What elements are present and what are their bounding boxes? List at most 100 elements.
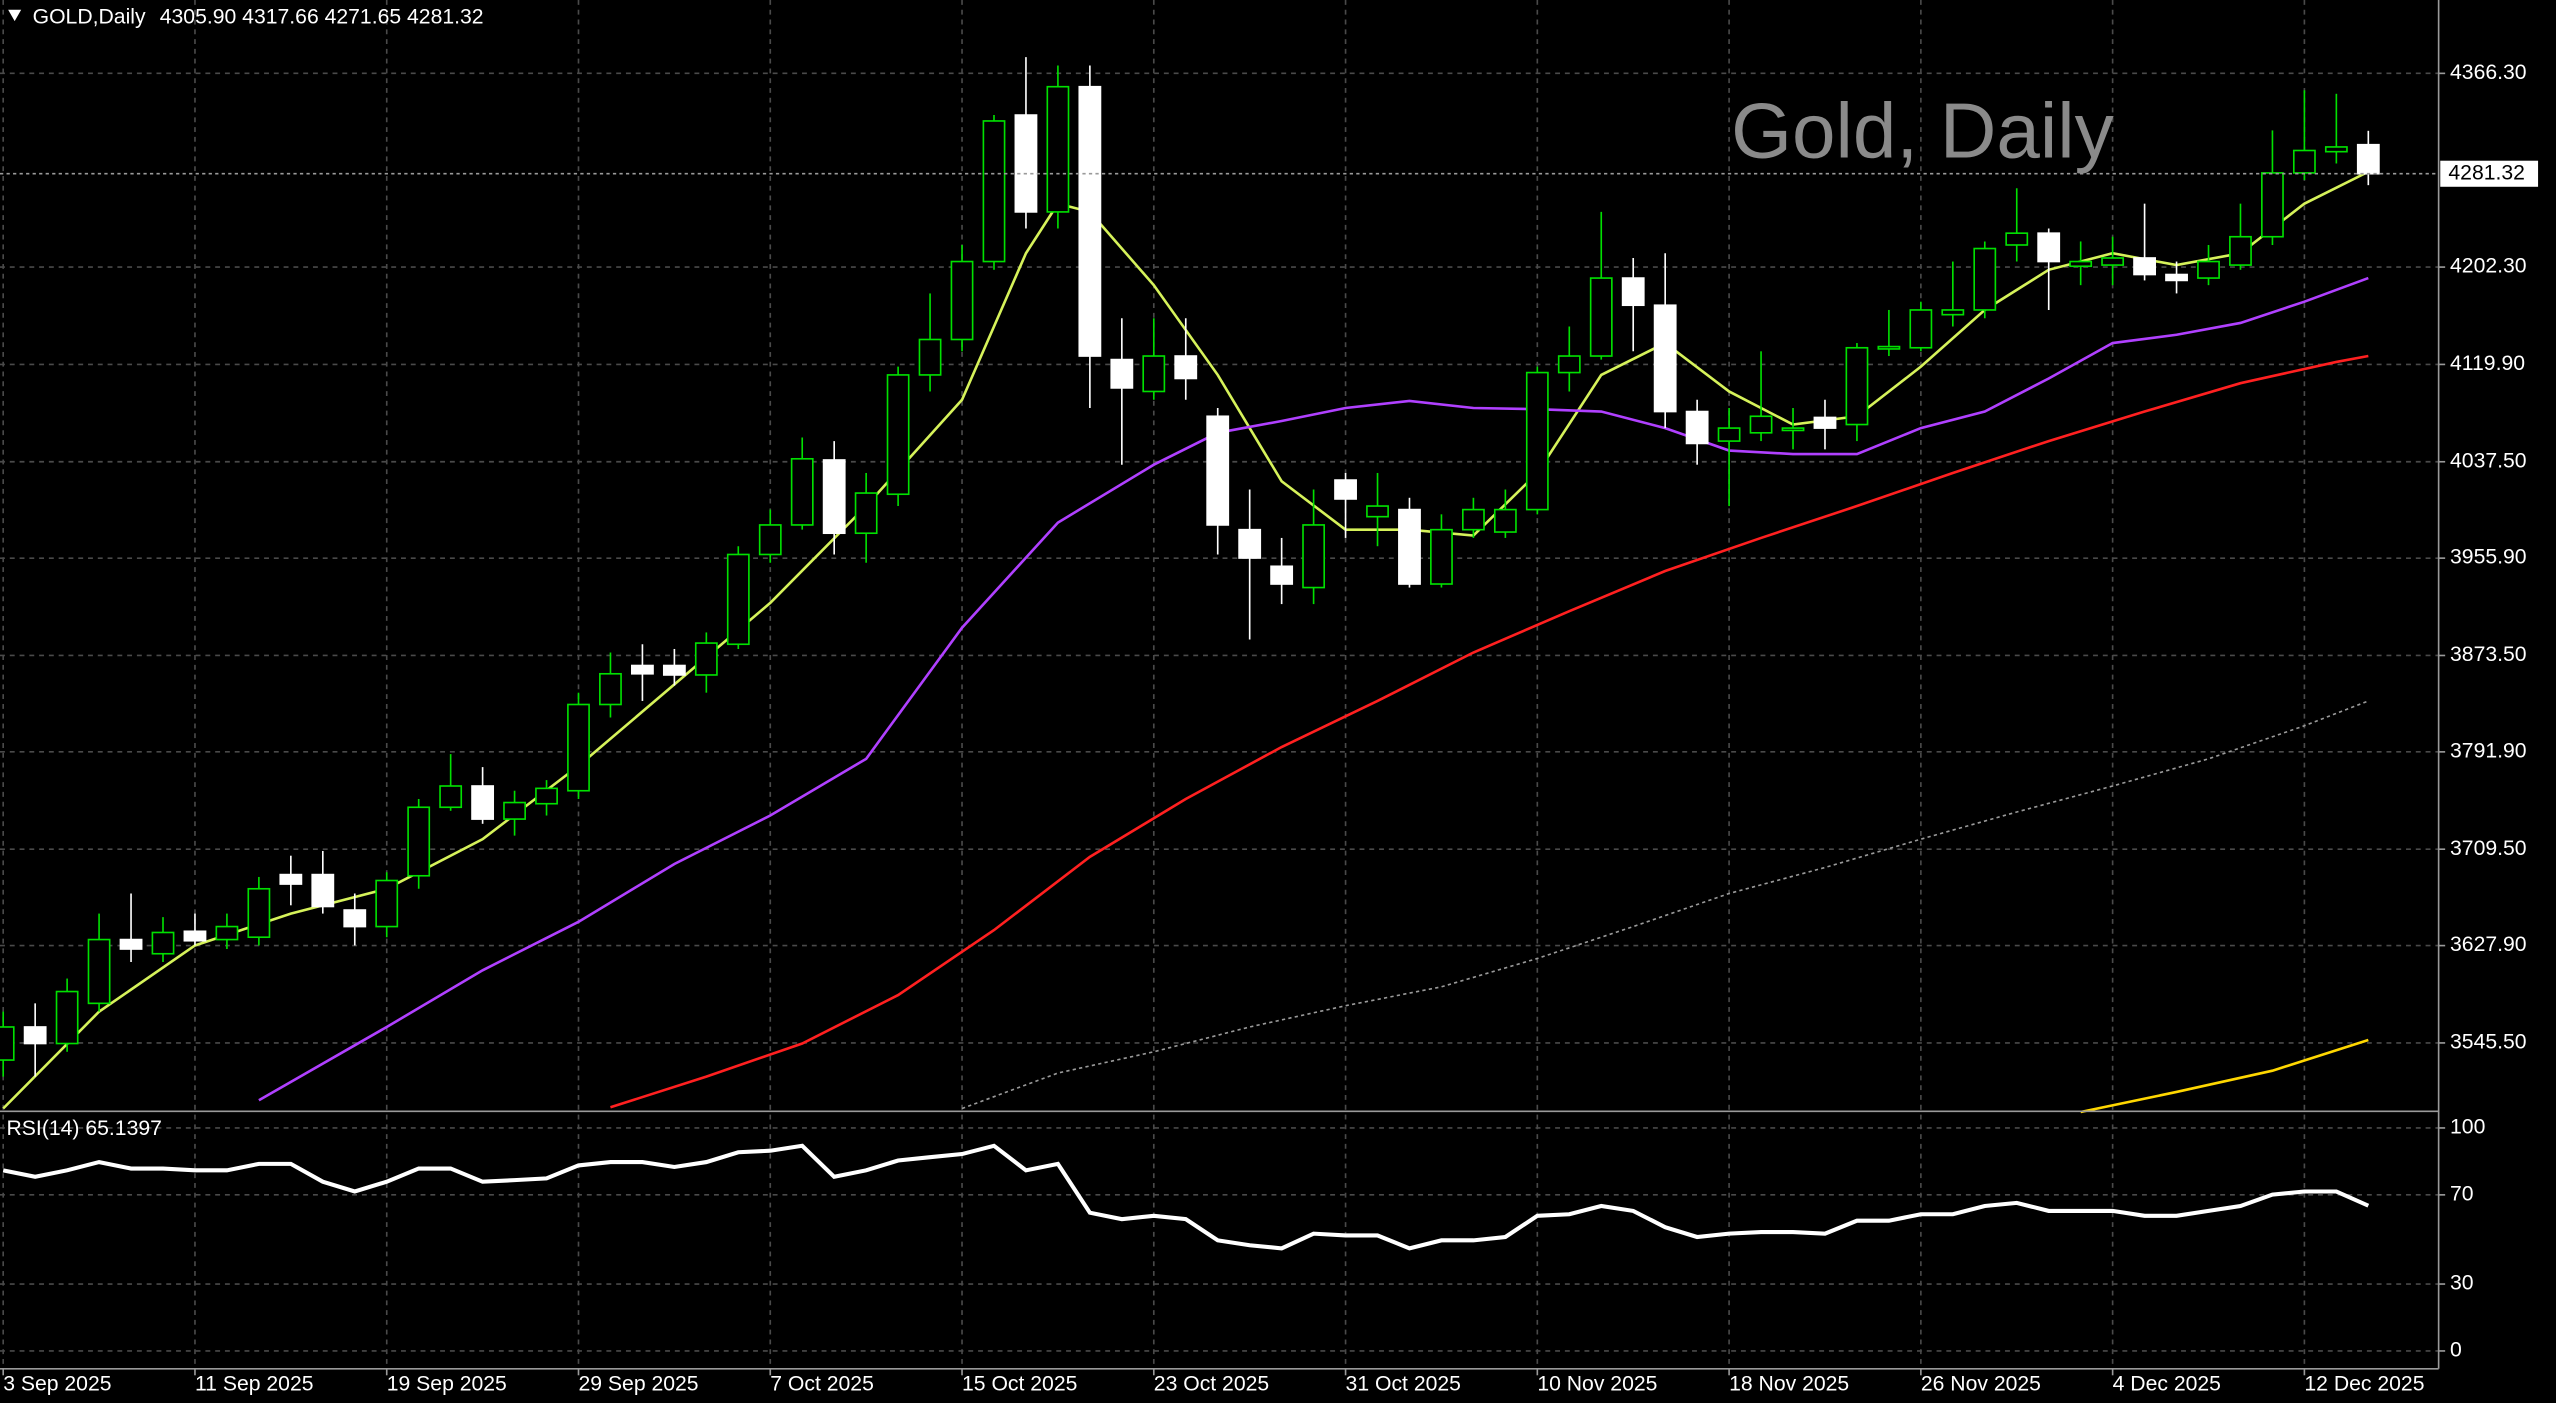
candle-body (1110, 358, 1134, 389)
candle-body (23, 1026, 47, 1045)
y-tick-label: 0 (2450, 1339, 2462, 1362)
x-tick-label: 4 Dec 2025 (2113, 1373, 2221, 1396)
candle-body (822, 459, 846, 535)
candle-body (1461, 508, 1485, 531)
candle-body (2324, 146, 2348, 153)
candle-body (1621, 277, 1645, 307)
candle-body (1334, 479, 1357, 500)
x-tick-label: 10 Nov 2025 (1537, 1373, 1657, 1396)
candle-body (662, 664, 686, 676)
price-label: 4281.32 (2448, 161, 2525, 184)
candle-body (1174, 355, 1198, 380)
moving-average (961, 700, 2369, 1110)
ohlc-label: 4305.90 4317.66 4271.65 4281.32 (160, 6, 484, 29)
y-tick-label: 3545.50 (2450, 1031, 2527, 1054)
y-tick-label: 4119.90 (2450, 352, 2525, 375)
candle-body (1717, 427, 1741, 442)
candle-body (247, 887, 271, 939)
x-tick-label: 3 Sep 2025 (3, 1373, 111, 1396)
watermark: Gold, Daily (1731, 87, 2114, 175)
candle-body (599, 672, 622, 706)
y-tick-label: 3791.90 (2450, 739, 2527, 762)
y-tick-label: 70 (2450, 1182, 2474, 1205)
candle-body (0, 1026, 15, 1061)
candle-body (119, 938, 143, 950)
moving-average (258, 276, 2369, 1102)
candle-body (1142, 355, 1166, 393)
x-tick-label: 15 Oct 2025 (962, 1373, 1077, 1396)
x-tick-label: 31 Oct 2025 (1346, 1373, 1461, 1396)
rsi-line (2, 1143, 2370, 1251)
candle-body (2005, 232, 2029, 246)
menu-triangle[interactable] (8, 9, 22, 22)
y-tick-label: 4366.30 (2450, 61, 2527, 84)
candle-body (2197, 260, 2220, 279)
y-tick-label: 4202.30 (2450, 255, 2527, 278)
y-tick-label: 3709.50 (2450, 837, 2527, 860)
candle-body (151, 931, 175, 955)
candle-body (503, 801, 526, 820)
candle-body (790, 457, 814, 526)
candle-body (694, 642, 718, 676)
candle-body (1046, 85, 1070, 213)
y-tick-label: 3955.90 (2450, 546, 2527, 569)
candle-body (2037, 232, 2061, 263)
marks (0, 57, 2439, 1251)
candle-body (2229, 235, 2252, 266)
labels: 4366.30 4202.30 4119.90 4037.50 3955.90 3873.… (2, 61, 2539, 1396)
candle-body (343, 909, 367, 928)
candle-body (2101, 257, 2125, 266)
candle-body (1493, 508, 1517, 533)
candle-body (2356, 143, 2380, 175)
candle-body (1781, 427, 1805, 432)
candle-body (567, 703, 590, 792)
x-tick-label: 7 Oct 2025 (770, 1373, 874, 1396)
candle-body (1653, 304, 1677, 413)
y-tick-label: 4037.50 (2450, 449, 2527, 472)
candle-body (1941, 309, 1965, 316)
x-tick-label: 18 Nov 2025 (1729, 1373, 1849, 1396)
moving-average (2080, 1038, 2369, 1114)
candle-body (279, 873, 303, 885)
x-tick-label: 12 Dec 2025 (2304, 1373, 2424, 1396)
grid (0, 0, 2439, 1369)
candle-body (854, 492, 878, 535)
rsi-label: RSI(14) 65.1397 (7, 1117, 162, 1140)
x-tick-label: 29 Sep 2025 (578, 1373, 698, 1396)
candle-body (1525, 371, 1549, 511)
candle-body (1206, 415, 1230, 526)
candle-body (2261, 172, 2284, 238)
candle-body (87, 938, 111, 1005)
candle-body (1270, 565, 1294, 585)
y-tick-label: 30 (2450, 1272, 2474, 1295)
candle-body (1078, 85, 1102, 357)
candle-body (407, 806, 431, 877)
candle-body (1909, 309, 1933, 349)
candle-body (183, 930, 207, 942)
candle-body (758, 524, 782, 556)
x-tick-label: 19 Sep 2025 (387, 1373, 507, 1396)
candle-body (1302, 524, 1326, 589)
candle-body (215, 925, 239, 941)
candle-body (1877, 345, 1901, 350)
candle-body (1749, 415, 1773, 434)
x-tick-label: 23 Oct 2025 (1154, 1373, 1269, 1396)
x-tick-label: 11 Sep 2025 (195, 1373, 314, 1396)
symbol-label: GOLD,Daily (33, 6, 146, 29)
candle-body (2069, 260, 2093, 268)
candle-body (1366, 505, 1389, 518)
candle-body (1973, 247, 1997, 311)
candle-body (726, 553, 750, 646)
candle-body (1589, 277, 1613, 357)
candle-body (631, 664, 654, 675)
y-tick-label: 100 (2450, 1116, 2485, 1139)
candle-body (1430, 528, 1453, 585)
candle-body (886, 374, 910, 496)
moving-average (610, 354, 2369, 1109)
candle-body (950, 260, 974, 341)
candle-body (1557, 355, 1581, 374)
candle-body (918, 338, 942, 376)
candle-body (982, 120, 1006, 263)
candle-body (2292, 149, 2316, 174)
